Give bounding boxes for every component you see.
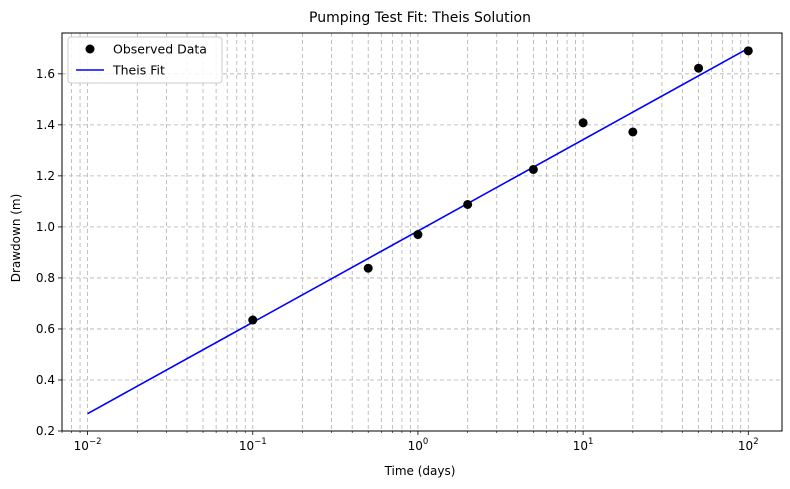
y-axis-ticks: 0.2 0.4 0.6 0.8 1.0 1.2 1.4 1.6 bbox=[36, 67, 62, 438]
observed-data-point bbox=[248, 315, 258, 325]
legend-box bbox=[67, 36, 223, 84]
legend-entry-label: Theis Fit bbox=[112, 63, 165, 78]
plot-frame bbox=[61, 32, 783, 432]
observed-data-point bbox=[628, 127, 638, 137]
x-axis-label: Time (days) bbox=[384, 464, 456, 478]
observed-data-point bbox=[743, 46, 753, 56]
grid bbox=[61, 33, 782, 432]
observed-data-point bbox=[363, 263, 373, 273]
legend: Observed Data Theis Fit bbox=[67, 36, 223, 84]
y-tick-label: 1.4 bbox=[36, 118, 55, 132]
series-points bbox=[248, 46, 753, 325]
y-axis-label: Drawdown (m) bbox=[9, 194, 23, 283]
x-tick-label: 10−2 bbox=[74, 437, 102, 453]
y-tick-label: 1.6 bbox=[36, 67, 55, 81]
observed-data-point bbox=[694, 63, 704, 73]
y-tick-label: 0.6 bbox=[36, 322, 55, 336]
observed-data-point bbox=[463, 199, 473, 209]
y-tick-label: 0.4 bbox=[36, 373, 55, 387]
x-tick-label: 102 bbox=[738, 437, 759, 453]
x-tick-label: 101 bbox=[573, 437, 594, 453]
y-tick-label: 0.2 bbox=[36, 424, 55, 438]
x-axis-ticks: 10−2 10−1 100 101 102 bbox=[61, 431, 759, 453]
y-tick-label: 1.0 bbox=[36, 220, 55, 234]
x-tick-label: 10−1 bbox=[239, 437, 267, 453]
legend-marker-swatch bbox=[85, 44, 95, 54]
observed-data-point bbox=[413, 230, 423, 240]
legend-entry-label: Observed Data bbox=[113, 42, 207, 57]
chart-title: Pumping Test Fit: Theis Solution bbox=[309, 10, 531, 26]
observed-data-point bbox=[578, 118, 588, 128]
y-tick-label: 0.8 bbox=[36, 271, 55, 285]
y-tick-label: 1.2 bbox=[36, 169, 55, 183]
x-tick-label: 100 bbox=[408, 437, 429, 453]
observed-data-point bbox=[528, 164, 538, 174]
